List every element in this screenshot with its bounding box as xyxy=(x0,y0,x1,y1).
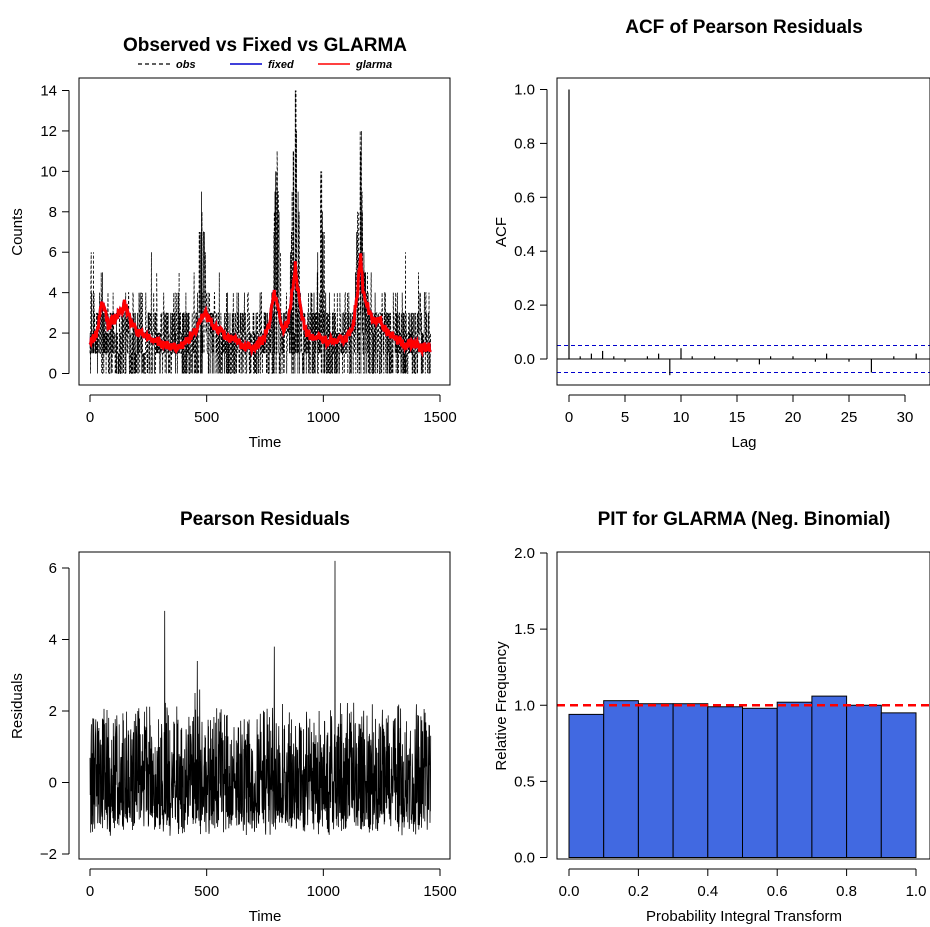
panel3-x-label: Time xyxy=(249,908,282,925)
p1-x-tick-label: 0 xyxy=(86,409,94,426)
p2-x-tick-label: 25 xyxy=(841,409,858,426)
p1-y-tick-label: 8 xyxy=(49,204,57,221)
p1-x-tick-label: 1500 xyxy=(423,409,456,426)
p4-x-tick-label: 0.2 xyxy=(628,883,649,900)
panel1-x-axis: 0 500 1000 1500 xyxy=(86,394,457,426)
p2-y-tick-label: 1.0 xyxy=(514,82,535,99)
p4-x-tick-label: 0.8 xyxy=(836,883,857,900)
panel2-y-axis: 0.0 0.2 0.4 0.6 0.8 1.0 xyxy=(514,82,548,368)
panel-pearson-residuals: Pearson Residuals 0 500 1000 1500 −2 0 2 4 6 Ti… xyxy=(9,509,457,925)
glarma-series-line xyxy=(88,253,432,358)
pit-bar xyxy=(672,703,709,858)
panel1-plot-area xyxy=(88,90,432,374)
panel4-plot-area xyxy=(557,695,930,859)
panel4-frame xyxy=(556,551,930,860)
panel-acf: ACF of Pearson Residuals 0 5 10 15 20 25 30 0.… xyxy=(493,17,930,451)
panel4-y-axis: 0.0 0.5 1.0 1.5 2.0 xyxy=(514,545,548,867)
p2-y-tick-label: 0.4 xyxy=(514,243,535,260)
p1-x-tick-label: 500 xyxy=(194,409,219,426)
p2-y-tick-label: 0.2 xyxy=(514,297,535,314)
p1-y-tick-label: 2 xyxy=(49,325,57,342)
p4-x-tick-label: 1.0 xyxy=(906,883,927,900)
panel2-x-axis: 0 5 10 15 20 25 30 xyxy=(565,394,914,426)
panel3-y-label: Residuals xyxy=(9,673,26,739)
p3-y-tick-label: 2 xyxy=(49,703,57,720)
p2-x-tick-label: 0 xyxy=(565,409,573,426)
p1-y-tick-label: 4 xyxy=(49,285,57,302)
pit-bar xyxy=(742,707,778,858)
panel4-x-label: Probability Integral Transform xyxy=(646,908,842,925)
panel3-x-axis: 0 500 1000 1500 xyxy=(86,868,457,900)
p1-x-tick-label: 1000 xyxy=(307,409,340,426)
panel1-y-axis: 0 2 4 6 8 10 12 14 xyxy=(40,83,70,383)
p1-y-tick-label: 10 xyxy=(40,163,57,180)
panel3-frame xyxy=(78,551,451,860)
obs-series-line xyxy=(89,90,432,374)
p1-y-tick-label: 6 xyxy=(49,244,57,261)
legend-glarma-label: glarma xyxy=(355,59,392,71)
legend-obs-label: obs xyxy=(176,59,196,71)
p4-y-tick-label: 2.0 xyxy=(514,545,535,562)
p3-y-tick-label: 0 xyxy=(49,775,57,792)
pit-bar xyxy=(880,712,917,858)
p3-y-tick-label: 6 xyxy=(49,560,57,577)
panel3-plot-area xyxy=(89,560,432,836)
residuals-series-line xyxy=(89,560,432,836)
pit-bar xyxy=(637,703,674,858)
pit-bar xyxy=(846,704,882,858)
panel1-x-label: Time xyxy=(249,434,282,451)
panel2-frame xyxy=(556,77,930,386)
p1-y-tick-label: 14 xyxy=(40,83,57,100)
p4-x-tick-label: 0.0 xyxy=(559,883,580,900)
p3-x-tick-label: 500 xyxy=(194,883,219,900)
p4-x-tick-label: 0.4 xyxy=(697,883,718,900)
panel1-frame xyxy=(78,77,451,386)
pit-bar xyxy=(707,706,743,859)
panel1-title: Observed vs Fixed vs GLARMA xyxy=(123,35,407,56)
panel1-legend: obs fixed glarma xyxy=(138,59,392,71)
panel3-y-axis: −2 0 2 4 6 xyxy=(40,560,70,863)
p1-y-tick-label: 0 xyxy=(49,366,57,383)
p3-y-tick-label: 4 xyxy=(49,632,57,649)
p4-x-tick-label: 0.6 xyxy=(767,883,788,900)
pit-bar xyxy=(776,701,813,859)
panel1-y-label: Counts xyxy=(9,208,26,256)
p4-y-tick-label: 0.0 xyxy=(514,850,535,867)
p2-x-tick-label: 15 xyxy=(729,409,746,426)
panel4-y-label: Relative Frequency xyxy=(493,641,510,771)
panel4-title: PIT for GLARMA (Neg. Binomial) xyxy=(598,509,891,530)
legend-fixed-label: fixed xyxy=(268,59,294,71)
p3-y-tick-label: −2 xyxy=(40,846,57,863)
p4-y-tick-label: 1.5 xyxy=(514,621,535,638)
pit-bar xyxy=(811,695,848,858)
pit-bar xyxy=(603,700,639,858)
pit-bar xyxy=(568,713,605,859)
panel-observed-vs-fixed: Observed vs Fixed vs GLARMA obs fixed gl… xyxy=(9,35,457,451)
panel3-title: Pearson Residuals xyxy=(180,509,350,530)
p1-y-tick-label: 12 xyxy=(40,123,57,140)
p4-y-tick-label: 0.5 xyxy=(514,773,535,790)
p2-x-tick-label: 10 xyxy=(673,409,690,426)
p3-x-tick-label: 1000 xyxy=(307,883,340,900)
p2-y-tick-label: 0.8 xyxy=(514,135,535,152)
p3-x-tick-label: 1500 xyxy=(423,883,456,900)
panel4-x-axis: 0.0 0.2 0.4 0.6 0.8 1.0 xyxy=(559,868,927,900)
p2-x-tick-label: 5 xyxy=(621,409,629,426)
p3-x-tick-label: 0 xyxy=(86,883,94,900)
panel2-y-label: ACF xyxy=(493,217,510,247)
panel-pit-histogram: PIT for GLARMA (Neg. Binomial) 0.0 0.2 0.4… xyxy=(493,509,930,925)
p2-x-tick-label: 30 xyxy=(897,409,914,426)
p2-y-tick-label: 0.6 xyxy=(514,189,535,206)
p2-y-tick-label: 0.0 xyxy=(514,351,535,368)
panel2-plot-area xyxy=(557,89,930,376)
panel2-x-label: Lag xyxy=(731,434,756,451)
p2-x-tick-label: 20 xyxy=(785,409,802,426)
panel2-title: ACF of Pearson Residuals xyxy=(625,17,863,38)
p4-y-tick-label: 1.0 xyxy=(514,697,535,714)
